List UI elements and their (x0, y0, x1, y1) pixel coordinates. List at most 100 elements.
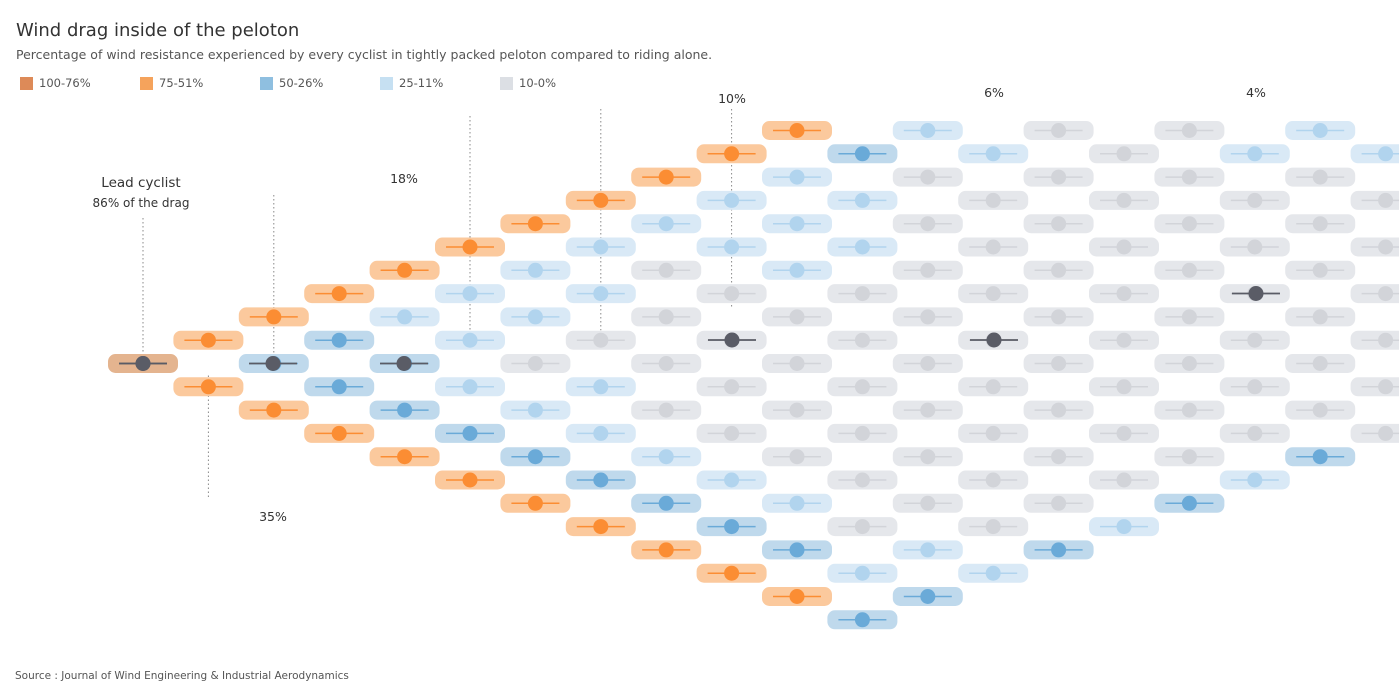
rider-dot (724, 565, 740, 581)
legend-label-10-0: 10-0% (519, 76, 557, 90)
annotation-label: Lead cyclist (101, 175, 180, 191)
rider-dot (397, 402, 413, 418)
rider-dot (789, 169, 805, 185)
rider-dot (920, 309, 936, 325)
rider-dot (1247, 425, 1263, 441)
rider-dot (1181, 402, 1197, 418)
rider-dot (1181, 262, 1197, 278)
rider-dot (724, 239, 740, 255)
rider-dot (1181, 123, 1197, 138)
rider-dot (789, 589, 805, 604)
rider-dot (985, 379, 1001, 395)
rider-dot (1247, 472, 1263, 488)
rider-dot (789, 262, 805, 278)
rider-dot (266, 309, 282, 325)
rider-dot (789, 216, 805, 232)
legend-swatch-100-76 (20, 76, 33, 90)
rider-dot (1116, 472, 1132, 488)
rider-dot (920, 542, 936, 558)
rider-dot (854, 565, 870, 581)
rider-dot (854, 332, 870, 348)
rider-dot (593, 332, 609, 348)
rider-dot (397, 262, 413, 278)
legend-swatch-75-51 (140, 76, 153, 90)
rider-dot (1181, 309, 1197, 325)
rider-dot (920, 123, 936, 138)
rider-dot (658, 449, 674, 465)
legend-item-25-11: 25-11% (380, 75, 443, 91)
rider-dot (1181, 495, 1197, 511)
rider-dot (527, 449, 543, 465)
rider-dot (985, 425, 1001, 441)
rider-dot (1051, 542, 1067, 558)
rider-dot (462, 332, 478, 348)
annotation-sublabel: 86% of the drag (93, 196, 190, 210)
rider-dot (985, 519, 1001, 535)
rider-dot (789, 449, 805, 465)
rider-dot (1312, 262, 1328, 278)
rider-dot (200, 332, 216, 348)
rider-dot (1116, 519, 1132, 535)
rider-dot (331, 425, 347, 441)
legend: 100-76% 75-51% 50-26% 25-11% 10-0% (20, 75, 640, 91)
rider-dot (985, 192, 1001, 208)
rider-dot (920, 495, 936, 511)
rider-dot (1116, 192, 1132, 208)
rider-dot (920, 356, 936, 371)
rider-dot (920, 449, 936, 465)
rider-dot (331, 332, 347, 348)
rider-dot (920, 589, 936, 604)
legend-item-100-76: 100-76% (20, 75, 91, 91)
rider-dot (331, 286, 347, 302)
rider-dot (920, 402, 936, 418)
rider-dot (1378, 146, 1394, 162)
rider-dot (724, 472, 740, 488)
rider-dot (527, 309, 543, 325)
rider-dot (724, 286, 740, 302)
highlight-dot (396, 356, 412, 371)
rider-dot (462, 472, 478, 488)
rider-dot (789, 542, 805, 558)
rider-dot (1378, 239, 1394, 255)
rider-dot (1116, 379, 1132, 395)
chart-title: Wind drag inside of the peloton (16, 20, 300, 41)
rider-dot (985, 239, 1001, 255)
rider-dot (658, 169, 674, 185)
rider-dot (1378, 192, 1394, 208)
annotation-label: 35% (259, 509, 287, 524)
legend-label-100-76: 100-76% (39, 76, 91, 90)
rider-dot (724, 519, 740, 535)
rider-dot (854, 286, 870, 302)
rider-dot (1312, 402, 1328, 418)
highlight-dot (986, 332, 1002, 348)
rider-dot (462, 239, 478, 255)
rider-dot (1247, 192, 1263, 208)
rider-dot (1116, 146, 1132, 162)
rider-dot (985, 146, 1001, 162)
rider-dot (658, 356, 674, 371)
rider-dot (1051, 495, 1067, 511)
source-note: Source : Journal of Wind Engineering & I… (15, 670, 349, 682)
rider-dot (658, 216, 674, 232)
rider-dot (724, 379, 740, 395)
rider-dot (985, 472, 1001, 488)
rider-dot (854, 425, 870, 441)
rider-dot (789, 495, 805, 511)
rider-dot (1312, 309, 1328, 325)
rider-dot (397, 309, 413, 325)
rider-dot (1378, 379, 1394, 395)
highlight-dot (135, 356, 151, 371)
rider-dot (985, 565, 1001, 581)
rider-dot (1247, 379, 1263, 395)
rider-dot (724, 425, 740, 441)
rider-dot (593, 286, 609, 302)
rider-dot (1051, 169, 1067, 185)
rider-dot (854, 239, 870, 255)
rider-dot (658, 262, 674, 278)
rider-dot (854, 519, 870, 535)
legend-label-25-11: 25-11% (399, 76, 444, 90)
rider-dot (1312, 216, 1328, 232)
rider-dot (854, 379, 870, 395)
rider-dot (593, 519, 609, 535)
